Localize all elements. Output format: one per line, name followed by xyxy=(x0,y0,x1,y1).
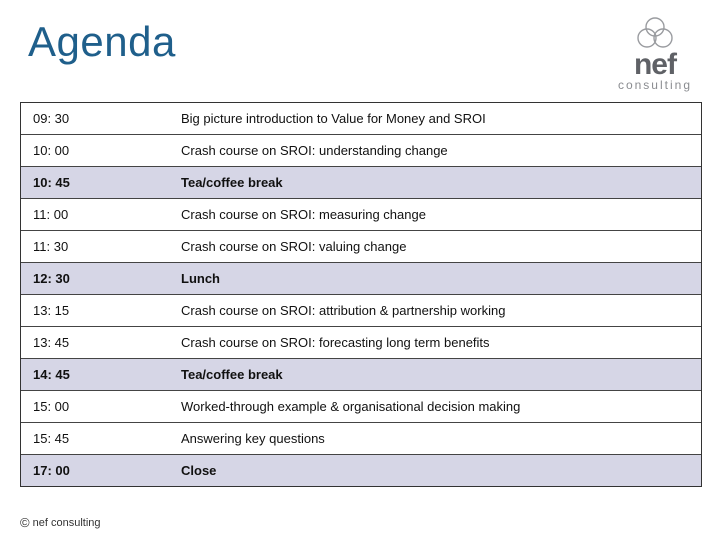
agenda-description: Big picture introduction to Value for Mo… xyxy=(171,103,701,134)
agenda-description: Tea/coffee break xyxy=(171,167,701,198)
agenda-description: Lunch xyxy=(171,263,701,294)
copyright-symbol: © xyxy=(20,515,30,530)
agenda-row: 11: 30Crash course on SROI: valuing chan… xyxy=(21,231,701,263)
agenda-time: 09: 30 xyxy=(21,103,171,134)
agenda-row: 10: 45Tea/coffee break xyxy=(21,167,701,199)
agenda-table: 09: 30Big picture introduction to Value … xyxy=(20,102,702,487)
agenda-time: 13: 45 xyxy=(21,327,171,358)
slide-title: Agenda xyxy=(28,18,176,66)
agenda-time: 10: 00 xyxy=(21,135,171,166)
agenda-row: 13: 15Crash course on SROI: attribution … xyxy=(21,295,701,327)
agenda-time: 11: 30 xyxy=(21,231,171,262)
trefoil-icon xyxy=(633,16,677,50)
agenda-description: Tea/coffee break xyxy=(171,359,701,390)
agenda-description: Close xyxy=(171,455,701,486)
footer: © nef consulting xyxy=(20,515,101,530)
agenda-description: Answering key questions xyxy=(171,423,701,454)
agenda-time: 15: 00 xyxy=(21,391,171,422)
nef-logo: nef consulting xyxy=(618,16,692,92)
agenda-description: Crash course on SROI: attribution & part… xyxy=(171,295,701,326)
agenda-row: 17: 00Close xyxy=(21,455,701,486)
agenda-row: 15: 00Worked-through example & organisat… xyxy=(21,391,701,423)
agenda-description: Worked-through example & organisational … xyxy=(171,391,701,422)
agenda-row: 13: 45Crash course on SROI: forecasting … xyxy=(21,327,701,359)
agenda-time: 15: 45 xyxy=(21,423,171,454)
header: Agenda nef consulting xyxy=(0,0,720,96)
agenda-description: Crash course on SROI: understanding chan… xyxy=(171,135,701,166)
agenda-time: 17: 00 xyxy=(21,455,171,486)
agenda-description: Crash course on SROI: forecasting long t… xyxy=(171,327,701,358)
logo-subtitle: consulting xyxy=(618,78,692,92)
agenda-row: 14: 45Tea/coffee break xyxy=(21,359,701,391)
agenda-row: 12: 30Lunch xyxy=(21,263,701,295)
agenda-row: 15: 45Answering key questions xyxy=(21,423,701,455)
slide: Agenda nef consulting 09: 30Big picture … xyxy=(0,0,720,540)
agenda-row: 11: 00Crash course on SROI: measuring ch… xyxy=(21,199,701,231)
agenda-time: 10: 45 xyxy=(21,167,171,198)
agenda-row: 10: 00Crash course on SROI: understandin… xyxy=(21,135,701,167)
logo-name: nef xyxy=(634,50,676,80)
agenda-time: 11: 00 xyxy=(21,199,171,230)
agenda-time: 13: 15 xyxy=(21,295,171,326)
agenda-description: Crash course on SROI: valuing change xyxy=(171,231,701,262)
agenda-description: Crash course on SROI: measuring change xyxy=(171,199,701,230)
footer-text: nef consulting xyxy=(33,517,101,529)
agenda-row: 09: 30Big picture introduction to Value … xyxy=(21,103,701,135)
agenda-time: 14: 45 xyxy=(21,359,171,390)
agenda-time: 12: 30 xyxy=(21,263,171,294)
